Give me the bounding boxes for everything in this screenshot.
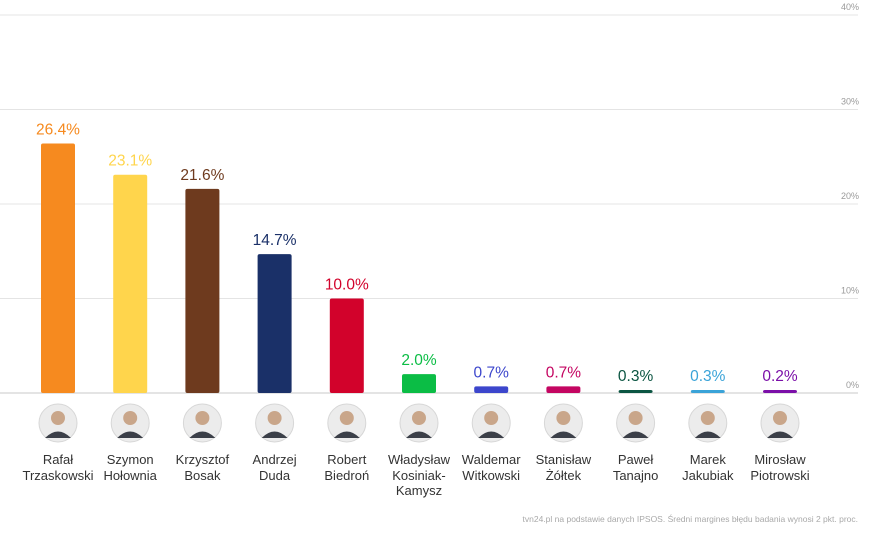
bar [546,386,581,393]
candidate-photo [182,403,222,443]
candidate-name: Rafał Trzaskowski [22,452,94,483]
candidate-photo [688,403,728,443]
bar [618,390,653,393]
candidate-name: Krzysztof Bosak [175,452,230,483]
value-label: 0.7% [546,364,582,381]
y-tick-label: 10% [841,286,859,296]
bar [690,390,725,393]
candidate-name: Marek Jakubiak [682,452,734,483]
candidate-name: Paweł Tanajno [612,452,659,483]
y-tick-label: 30% [841,97,859,107]
candidate-name: Waldemar Witkowski [461,452,521,483]
candidate-name: Mirosław Piotrowski [750,452,810,483]
candidate-photo [616,403,656,443]
candidate-photo [399,403,439,443]
value-labels: 26.4% 23.1% 21.6% 14.7% 10.0% 2.0% 0.7% 0.7% 0.3… [36,122,798,385]
bar [763,390,797,393]
candidate-name: Władysław Kosiniak- Kamysz [387,452,451,498]
y-axis-ticks: 0% 10% 20% 30% 40% [841,2,859,390]
bar [113,174,148,393]
bars [41,143,797,393]
candidate-photo [38,403,78,443]
value-label: 26.4% [36,122,80,139]
candidate-name: Stanisław Żółtek [535,452,592,483]
value-label: 0.3% [690,368,726,385]
bar [329,298,364,393]
value-label: 0.7% [474,364,510,381]
candidate-photo [471,403,511,443]
candidate-names: Rafał Trzaskowski Szymon Hołownia Krzysztof B… [0,452,874,512]
candidate-photo [327,403,367,443]
candidate-name: Szymon Hołownia [103,452,157,483]
source-note: tvn24.pl na podstawie danych IPSOS. Śred… [522,514,858,524]
value-label: 0.3% [618,368,654,385]
y-tick-label: 40% [841,2,859,12]
candidate-photo [760,403,800,443]
bar [257,254,292,393]
bar [402,374,436,393]
value-label: 23.1% [108,153,152,170]
candidate-name: Andrzej Duda [252,452,297,483]
bar [474,386,509,393]
candidate-photo [543,403,583,443]
candidate-photos [38,403,800,443]
candidate-photo [110,403,150,443]
y-tick-label: 20% [841,191,859,201]
value-label: 10.0% [325,277,369,294]
value-label: 2.0% [401,352,437,369]
value-label: 14.7% [253,232,297,249]
value-label: 0.2% [762,368,798,385]
candidate-name: Robert Biedroń [324,452,370,483]
candidate-photo [255,403,295,443]
bar [41,143,75,393]
bar [185,188,220,393]
value-label: 21.6% [180,167,224,184]
y-tick-label: 0% [846,380,859,390]
